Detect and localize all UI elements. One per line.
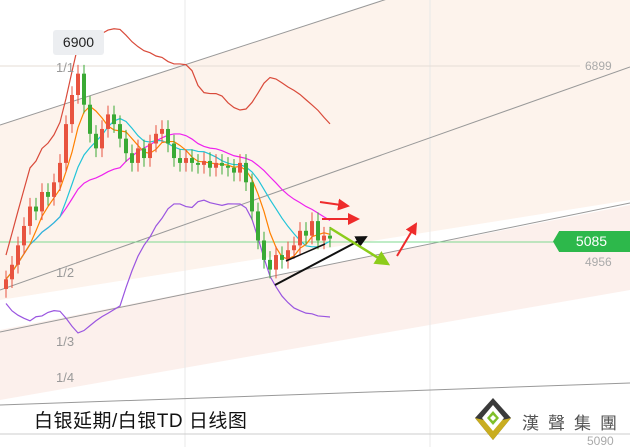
green-arrow-icon — [329, 226, 391, 266]
lower-channel-shade — [0, 205, 630, 400]
candle-body — [124, 138, 128, 154]
candle-body — [214, 162, 218, 168]
candle-body — [286, 250, 290, 260]
candle-body — [130, 153, 134, 163]
candle-body — [52, 182, 56, 197]
candle-body — [262, 240, 266, 260]
candle-body — [34, 206, 38, 212]
candle-body — [220, 162, 224, 166]
candle-body — [112, 114, 116, 125]
candle-body — [208, 160, 212, 168]
candle-body — [4, 279, 8, 290]
candle-body — [166, 128, 170, 144]
candle-body — [322, 235, 326, 241]
candle-body — [154, 133, 158, 144]
trend-line — [0, 66, 630, 291]
fraction-label: 1/4 — [56, 370, 75, 385]
trend-line — [0, 382, 630, 406]
red-arrow-icon — [319, 198, 350, 211]
candle-body — [172, 143, 176, 159]
price-label-bottom: 5090 — [587, 434, 614, 447]
candle-body — [100, 128, 104, 149]
trend-line — [0, 202, 630, 333]
candle-body — [196, 162, 200, 165]
candle-body — [76, 73, 80, 96]
candle-body — [94, 133, 98, 149]
candle-body — [148, 143, 152, 159]
candle-body — [190, 158, 194, 163]
trend-line — [0, 0, 386, 126]
candle-body — [10, 264, 14, 280]
candle-body — [142, 148, 146, 159]
candle-body — [292, 245, 296, 251]
candle-body — [226, 165, 230, 168]
candle-body — [232, 167, 236, 173]
lower-band-line — [5, 199, 331, 334]
candle-body — [316, 221, 320, 241]
candle-body — [40, 192, 44, 212]
candle-body — [202, 160, 206, 165]
candle-body — [244, 162, 248, 183]
candle-body — [82, 73, 86, 105]
candle-body — [256, 211, 260, 241]
chart-title: 白银延期/白银TD 日线图 — [34, 411, 248, 432]
candle-body — [310, 221, 314, 236]
candle-body — [22, 225, 26, 246]
logo-diamond-icon — [475, 398, 511, 440]
candle-body — [268, 259, 272, 270]
fraction-label: 1/1 — [56, 60, 75, 75]
candle-body — [304, 230, 308, 236]
black-arrow-icon — [274, 236, 368, 286]
candle-body — [280, 255, 284, 260]
candle-body — [160, 128, 164, 134]
candle-body — [118, 124, 122, 139]
candle-body — [250, 182, 254, 212]
red-arrow-icon — [396, 222, 418, 257]
candle-body — [88, 104, 92, 134]
high-price-tooltip: 6900 — [53, 30, 104, 55]
candle-body — [46, 192, 50, 197]
price-label-top: 6899 — [585, 59, 612, 73]
candle-body — [328, 235, 332, 239]
candle-body — [64, 124, 68, 163]
support-line — [285, 243, 326, 262]
price-label-lower: 4956 — [585, 255, 612, 269]
logo-text: 漢聲集團 — [522, 414, 626, 433]
candle-body — [298, 230, 302, 246]
candle-body — [58, 162, 62, 183]
candle-body — [178, 158, 182, 163]
candle-body — [238, 162, 242, 173]
upper-band-line — [5, 28, 331, 256]
candle-body — [184, 158, 188, 163]
candle-body — [106, 114, 110, 129]
candle-body — [136, 148, 140, 163]
fraction-label: 1/2 — [56, 265, 75, 280]
current-price-badge: 5085 — [553, 231, 630, 252]
candle-body — [16, 245, 20, 265]
fraction-label: 1/3 — [56, 334, 75, 349]
candle-body — [70, 95, 74, 125]
candle-body — [274, 255, 278, 270]
candle-body — [28, 206, 32, 226]
